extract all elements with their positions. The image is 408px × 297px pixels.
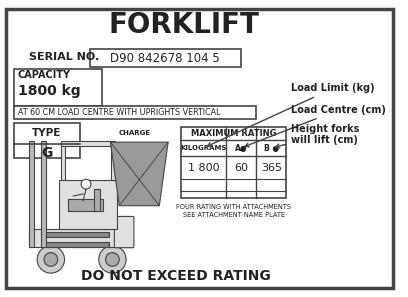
Text: 365: 365 bbox=[261, 162, 282, 173]
Text: 1800 kg: 1800 kg bbox=[18, 84, 80, 98]
Bar bbox=[14, 123, 80, 158]
Text: AT 60 CM LOAD CENTRE WITH UPRIGHTS VERTICAL: AT 60 CM LOAD CENTRE WITH UPRIGHTS VERTI… bbox=[18, 108, 220, 117]
Text: A●: A● bbox=[235, 143, 247, 153]
Text: Height forks
will lift (cm): Height forks will lift (cm) bbox=[275, 124, 360, 148]
Text: Load Centre (cm): Load Centre (cm) bbox=[245, 105, 386, 147]
Text: TYPE: TYPE bbox=[32, 128, 62, 138]
Circle shape bbox=[99, 246, 126, 273]
Bar bbox=[69, 199, 103, 211]
Bar bbox=[181, 127, 286, 198]
Bar bbox=[61, 143, 64, 180]
Circle shape bbox=[106, 253, 119, 266]
Bar bbox=[46, 242, 109, 247]
Bar bbox=[29, 229, 132, 247]
Bar bbox=[14, 69, 102, 106]
Bar bbox=[46, 232, 109, 237]
Text: G: G bbox=[41, 146, 53, 160]
Bar bbox=[14, 106, 256, 119]
Circle shape bbox=[81, 179, 91, 189]
Bar bbox=[41, 141, 46, 247]
Circle shape bbox=[37, 246, 64, 273]
Text: FOUR RATING WITH ATTACHMENTS: FOUR RATING WITH ATTACHMENTS bbox=[176, 204, 291, 210]
Bar bbox=[90, 49, 242, 67]
Polygon shape bbox=[111, 142, 168, 206]
Text: FORKLIFT: FORKLIFT bbox=[108, 11, 259, 39]
FancyBboxPatch shape bbox=[114, 217, 134, 248]
Text: Load Limit (kg): Load Limit (kg) bbox=[207, 83, 375, 146]
Bar bbox=[94, 189, 100, 211]
Bar bbox=[61, 141, 115, 146]
Text: B ●: B ● bbox=[264, 143, 279, 153]
Bar bbox=[59, 180, 118, 229]
Bar bbox=[111, 143, 115, 180]
Bar bbox=[29, 141, 34, 247]
Text: KILOGRAMS: KILOGRAMS bbox=[180, 145, 226, 151]
Text: CAPACITY: CAPACITY bbox=[18, 70, 71, 80]
Text: D90 842678 104 5: D90 842678 104 5 bbox=[110, 52, 220, 64]
Text: CHARGE: CHARGE bbox=[119, 130, 151, 136]
Text: SERIAL NO.: SERIAL NO. bbox=[29, 52, 100, 62]
Text: DO NOT EXCEED RATING: DO NOT EXCEED RATING bbox=[81, 269, 271, 283]
Circle shape bbox=[44, 253, 58, 266]
Text: MAXIMUM RATING: MAXIMUM RATING bbox=[191, 129, 276, 138]
Text: SEE ATTACHMENT NAME PLATE: SEE ATTACHMENT NAME PLATE bbox=[182, 212, 285, 219]
Text: 60: 60 bbox=[234, 162, 248, 173]
Text: 1 800: 1 800 bbox=[188, 162, 219, 173]
